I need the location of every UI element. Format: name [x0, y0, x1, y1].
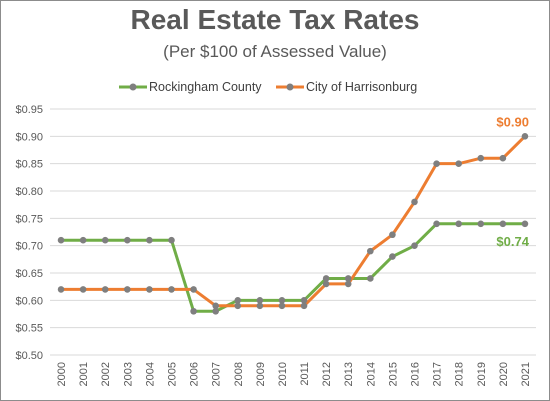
- legend-label: City of Harrisonburg: [306, 80, 417, 94]
- data-point: [146, 236, 153, 244]
- data-point: [433, 160, 440, 167]
- x-tick-label: 2018: [454, 362, 466, 386]
- x-tick-label: 2011: [299, 362, 311, 386]
- gridlines: [50, 108, 536, 356]
- chart-title: Real Estate Tax Rates: [130, 4, 420, 35]
- data-point: [278, 302, 286, 310]
- end-value-label: $0.90: [496, 114, 529, 129]
- data-point: [256, 297, 264, 304]
- y-tick-label: $0.80: [15, 186, 43, 198]
- y-tick-label: $0.70: [15, 241, 43, 253]
- data-point: [212, 307, 219, 315]
- x-tick-label: 2017: [432, 362, 444, 386]
- x-tick-label: 2007: [211, 362, 223, 386]
- x-tick-label: 2004: [144, 362, 156, 386]
- data-point: [455, 160, 462, 167]
- data-point: [101, 236, 109, 244]
- data-point: [389, 253, 396, 260]
- data-point: [168, 286, 175, 293]
- legend-marker: [286, 83, 294, 91]
- data-point: [477, 154, 485, 162]
- data-point: [433, 220, 440, 228]
- data-point: [278, 297, 286, 304]
- data-point: [190, 307, 197, 315]
- data-point: [190, 286, 197, 293]
- data-point: [300, 297, 308, 304]
- y-tick-label: $0.95: [15, 104, 43, 116]
- end-value-label: $0.74: [496, 234, 529, 249]
- x-tick-label: 2000: [56, 362, 68, 386]
- data-point: [499, 220, 507, 228]
- series-lines: [61, 135, 527, 313]
- legend-label: Rockingham County: [149, 80, 262, 94]
- y-tick-label: $0.50: [15, 350, 43, 362]
- data-point: [300, 302, 308, 310]
- x-tick-label: 2019: [476, 362, 488, 386]
- x-tick-label: 2015: [387, 362, 399, 386]
- y-tick-label: $0.75: [15, 213, 43, 225]
- data-point: [234, 302, 242, 310]
- x-tick-label: 2021: [520, 362, 532, 386]
- x-tick-label: 2005: [167, 362, 179, 386]
- x-tick-label: 2002: [100, 362, 112, 386]
- data-point: [57, 286, 65, 293]
- y-tick-label: $0.85: [15, 159, 43, 171]
- data-point: [367, 247, 374, 255]
- chart-subtitle: (Per $100 of Assessed Value): [163, 42, 387, 61]
- x-tick-label: 2008: [233, 362, 245, 386]
- data-point: [124, 286, 131, 293]
- y-axis-ticks: $0.50 $0.55 $0.60 $0.65 $0.70 $0.75 $0.80 $0.85…: [15, 104, 43, 362]
- x-axis-ticks: 2000 2001 2002 2003 2004 2005 2006 2007 2008 2009…: [56, 362, 532, 386]
- y-tick-label: $0.65: [15, 268, 43, 280]
- data-point: [57, 236, 65, 244]
- series-line: [61, 135, 527, 308]
- data-point: [322, 275, 330, 282]
- data-point: [389, 231, 396, 239]
- data-point: [411, 198, 418, 206]
- end-labels: $0.74 $0.90: [496, 114, 529, 248]
- data-point: [168, 236, 175, 244]
- data-point: [477, 220, 485, 228]
- x-tick-label: 2020: [498, 362, 510, 386]
- x-tick-label: 2003: [122, 362, 134, 386]
- y-tick-label: $0.55: [15, 323, 43, 335]
- x-tick-label: 2006: [189, 362, 201, 386]
- data-point: [234, 297, 242, 304]
- data-point: [124, 236, 131, 244]
- x-tick-label: 2009: [255, 362, 267, 386]
- y-tick-label: $0.60: [15, 295, 43, 307]
- x-tick-label: 2010: [277, 362, 289, 386]
- x-tick-label: 2001: [78, 362, 90, 386]
- data-point: [101, 286, 109, 293]
- data-point: [521, 133, 529, 140]
- data-point: [344, 280, 352, 288]
- x-tick-label: 2016: [410, 362, 422, 386]
- x-tick-label: 2012: [321, 362, 333, 386]
- legend-marker: [129, 83, 137, 91]
- data-point: [79, 236, 87, 244]
- data-point: [521, 220, 529, 228]
- data-point: [367, 275, 374, 282]
- data-point: [499, 154, 507, 162]
- x-tick-label: 2014: [365, 362, 377, 386]
- data-point: [146, 286, 153, 293]
- data-point: [212, 302, 219, 310]
- series-points: [57, 133, 529, 315]
- legend: Rockingham County City of Harrisonburg: [119, 80, 417, 94]
- data-point: [322, 280, 330, 288]
- x-tick-label: 2013: [343, 362, 355, 386]
- data-point: [455, 220, 462, 228]
- data-point: [344, 275, 352, 282]
- data-point: [411, 242, 418, 249]
- y-tick-label: $0.90: [15, 131, 43, 143]
- data-point: [256, 302, 264, 310]
- series-line: [61, 222, 525, 313]
- data-point: [79, 286, 87, 293]
